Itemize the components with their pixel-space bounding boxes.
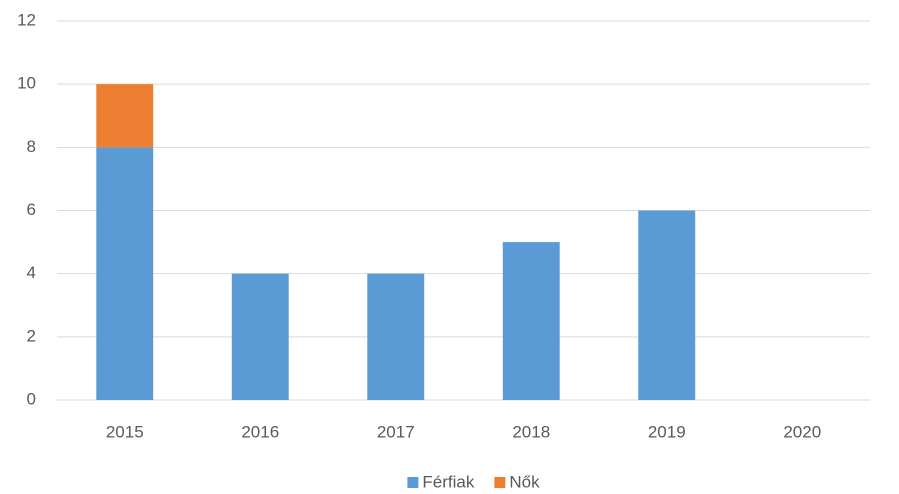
legend-label: Nők xyxy=(509,472,540,491)
y-tick-label: 0 xyxy=(27,389,36,408)
x-tick-label: 2019 xyxy=(648,422,686,441)
bar xyxy=(367,273,425,400)
x-tick-label: 2017 xyxy=(377,422,415,441)
y-tick-label: 6 xyxy=(27,200,36,219)
y-tick-label: 4 xyxy=(27,263,36,282)
x-tick-label: 2016 xyxy=(241,422,279,441)
bar xyxy=(231,273,289,400)
x-tick-label: 2018 xyxy=(512,422,550,441)
x-tick-label: 2015 xyxy=(106,422,144,441)
bar xyxy=(96,84,154,148)
y-tick-label: 2 xyxy=(27,326,36,345)
bar xyxy=(638,210,696,400)
y-tick-label: 10 xyxy=(17,74,36,93)
y-tick-label: 8 xyxy=(27,137,36,156)
legend-label: Férfiak xyxy=(422,472,474,491)
legend-swatch xyxy=(494,477,506,488)
x-tick-label: 2020 xyxy=(783,422,821,441)
bar xyxy=(96,147,154,400)
bar xyxy=(502,242,560,400)
legend-swatch xyxy=(407,477,419,488)
y-tick-label: 12 xyxy=(17,10,36,29)
